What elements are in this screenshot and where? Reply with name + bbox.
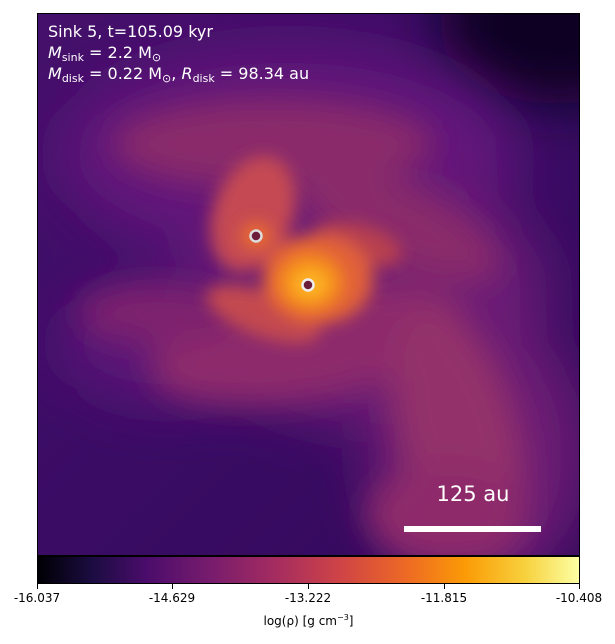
mdisk-value: = 0.22 M (83, 64, 163, 83)
sink-primary (301, 278, 315, 292)
msink-unit-sun: ⊙ (151, 51, 162, 64)
colorbar-tick (444, 584, 445, 589)
label-separator: , (171, 64, 182, 83)
density-map (38, 14, 579, 555)
scalebar-label: 125 au (436, 482, 510, 506)
void-top-right (438, 14, 579, 104)
msink-value: = 2.2 M (83, 43, 152, 62)
colorbar-tick-label: -14.629 (148, 591, 196, 605)
mdisk-unit-sun: ⊙ (162, 72, 172, 85)
colorbar-label-text: log(ρ) [g cm (263, 614, 338, 628)
sink-time-label: Sink 5, t=105.09 kyr (48, 22, 213, 41)
rdisk-subscript: disk (192, 72, 215, 85)
colorbar-label-suffix: ] (348, 614, 354, 628)
rdisk-value: = 98.34 au (214, 64, 310, 83)
sink-mass-label: Msink = 2.2 M⊙ (48, 43, 162, 64)
mdisk-symbol: M (48, 64, 62, 83)
colorbar-tick (579, 584, 580, 589)
disk-mass-label: Mdisk = 0.22 M⊙, Rdisk = 98.34 au (48, 64, 310, 85)
colorbar-tick-label: -16.037 (13, 591, 61, 605)
density-map-panel: Sink 5, t=105.09 kyr Msink = 2.2 M⊙ Mdis… (37, 13, 580, 556)
rdisk-symbol: R (181, 64, 193, 83)
colorbar-axis-label: log(ρ) [g cm−3] (37, 613, 580, 628)
colorbar-tick (37, 584, 38, 589)
colorbar-label-exponent: −3 (337, 613, 349, 622)
msink-subscript: sink (61, 51, 84, 64)
colorbar-tick-label: -10.408 (555, 591, 603, 605)
colorbar-tick-label: -11.815 (420, 591, 468, 605)
colorbar-tick (308, 584, 309, 589)
mdisk-subscript: disk (61, 72, 84, 85)
streamer-layer (78, 99, 528, 555)
scalebar-line (404, 526, 541, 532)
colorbar-tick (172, 584, 173, 589)
colorbar-tick-label: -13.222 (284, 591, 332, 605)
msink-symbol: M (48, 43, 62, 62)
sink-secondary (249, 229, 263, 243)
colorbar (37, 556, 580, 584)
